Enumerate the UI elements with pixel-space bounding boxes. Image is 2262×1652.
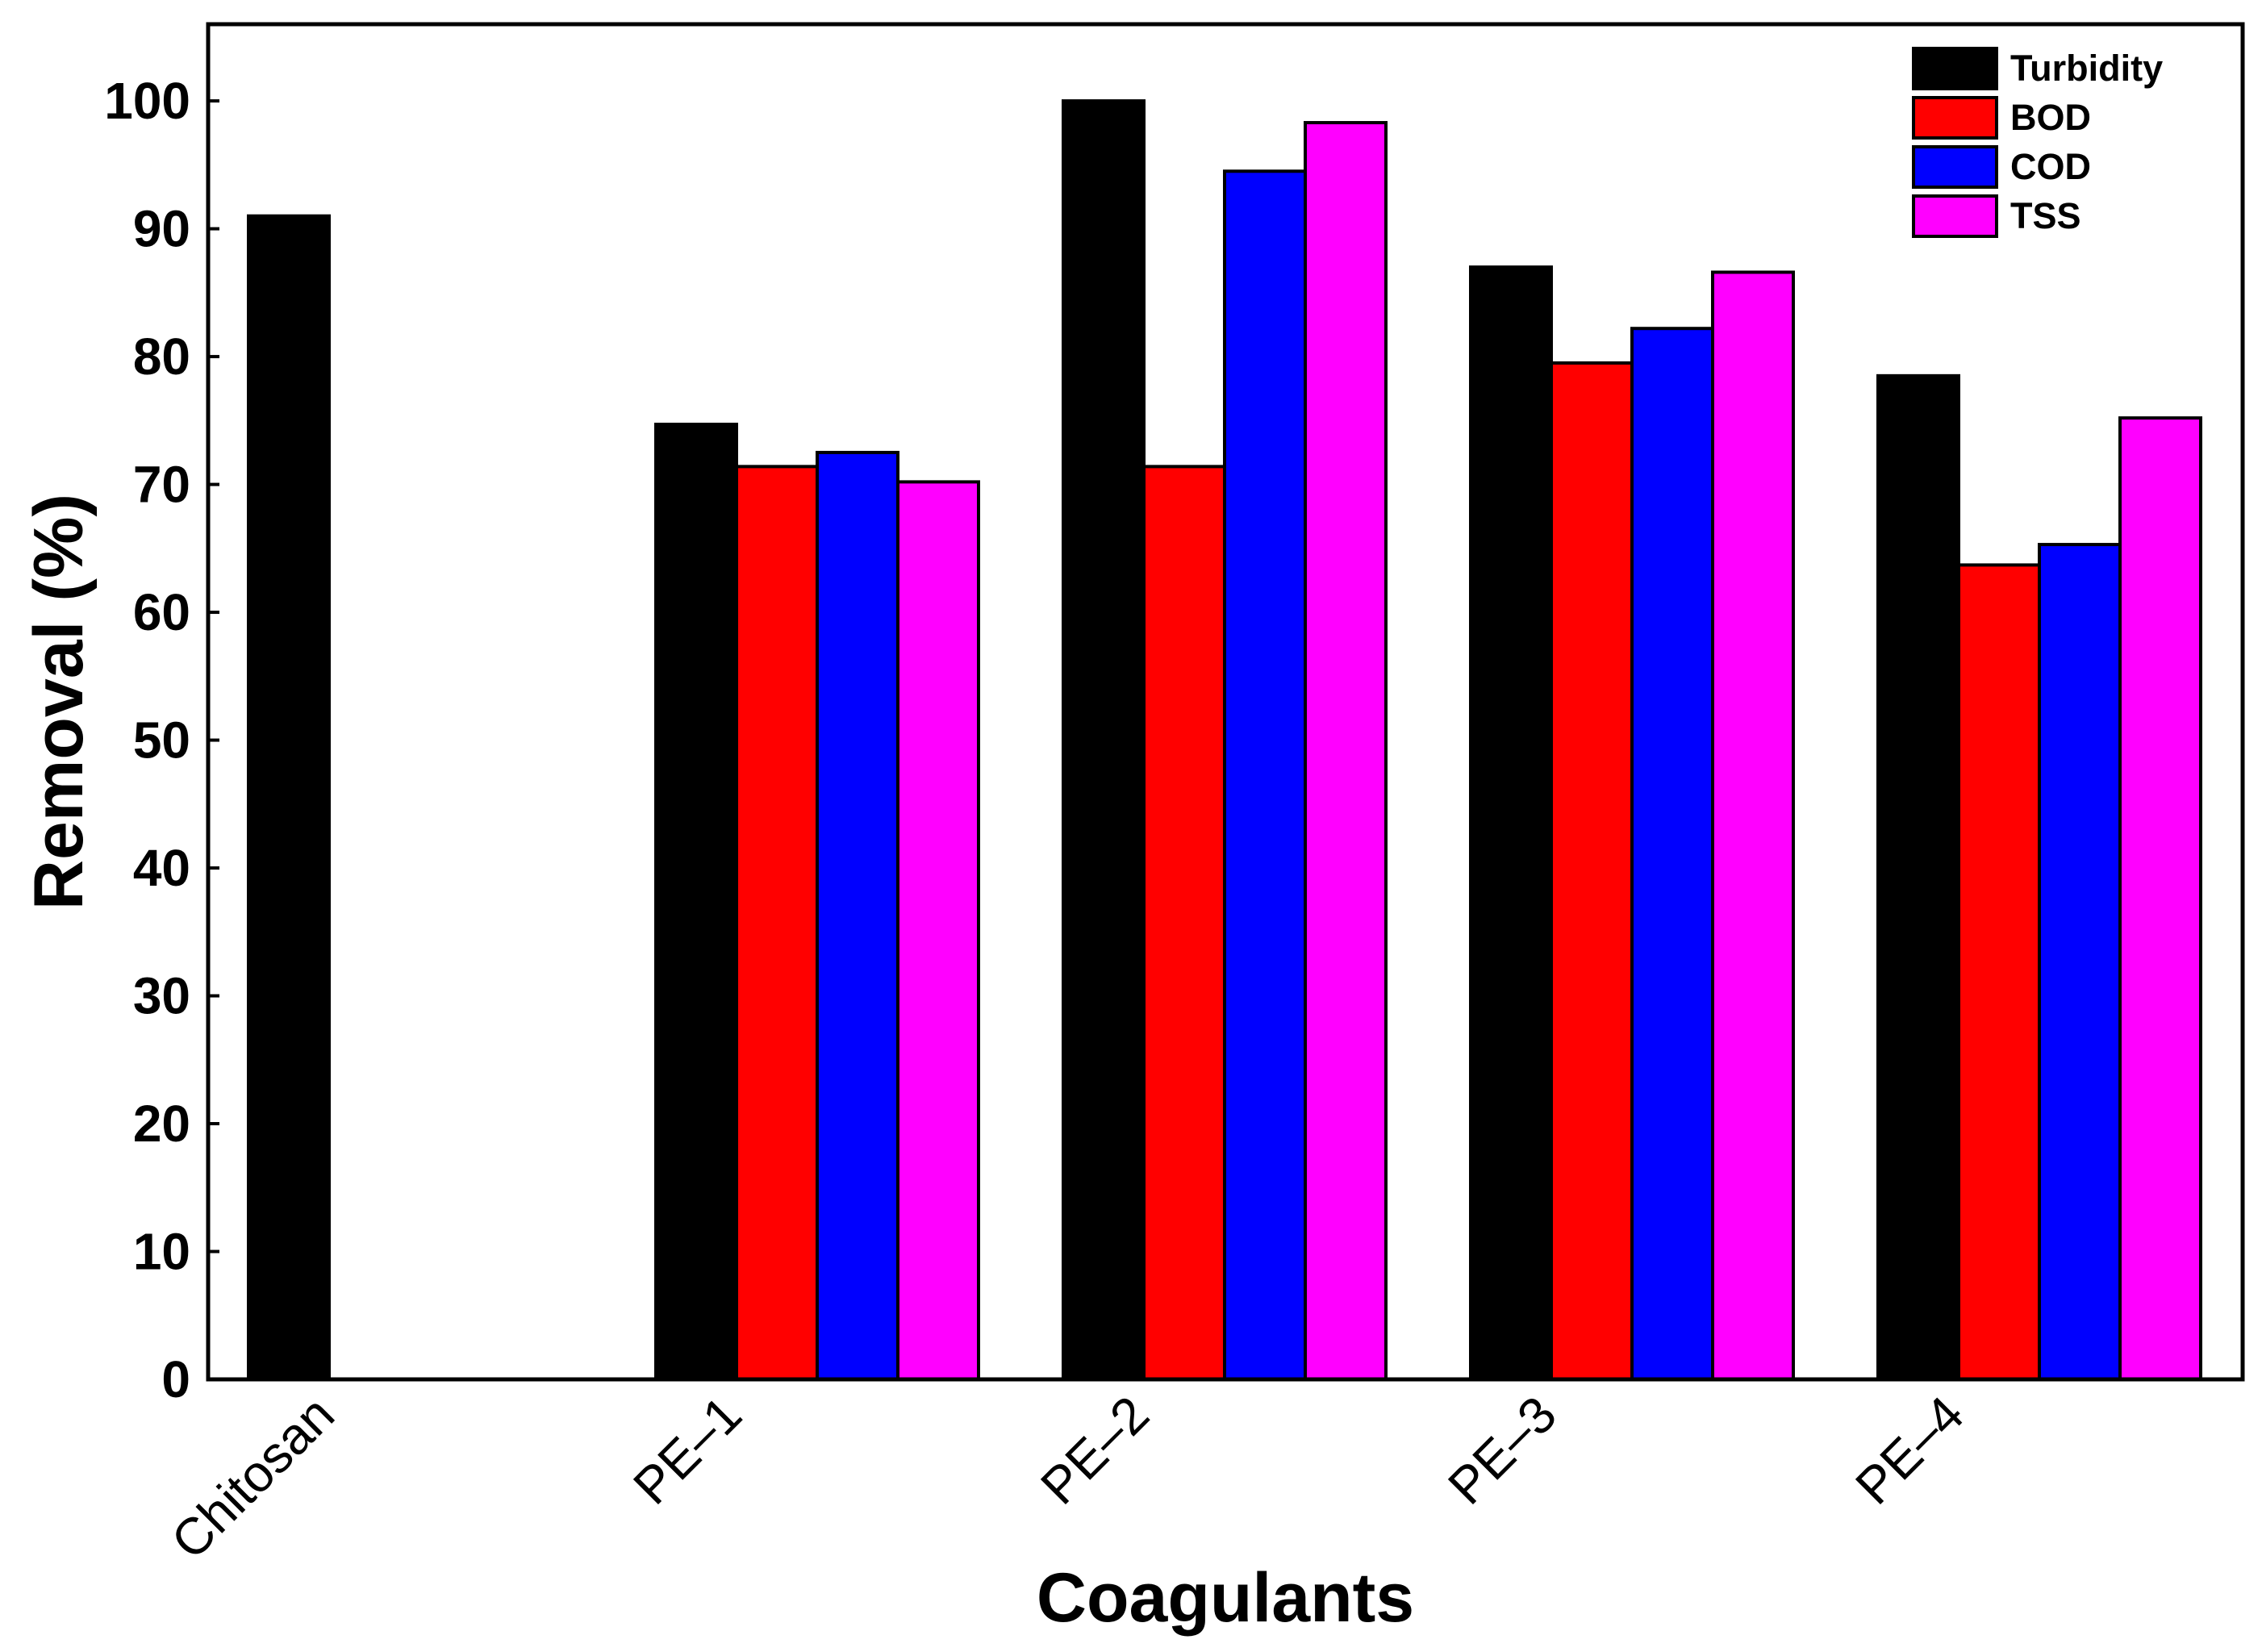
legend-label-cod: COD	[2010, 146, 2091, 187]
bar-tss-1	[896, 480, 980, 1381]
bar-turbidity-3	[1469, 265, 1553, 1381]
bar-bod-4	[1957, 563, 2041, 1381]
x-tick-label: PE–3	[1437, 1385, 1567, 1516]
bar-turbidity-4	[1876, 373, 1960, 1382]
bar-turbidity-2	[1062, 99, 1146, 1381]
bar-bod-2	[1142, 465, 1226, 1382]
legend-swatch-tss	[1912, 194, 1998, 238]
y-tick-label: 50	[133, 711, 190, 770]
y-axis: 0 10 20 30 40 50 60 70 80 90 100	[104, 72, 219, 1408]
legend-swatch-bod	[1912, 96, 1998, 140]
y-tick-label: 80	[133, 327, 190, 386]
bar-cod-3	[1630, 327, 1714, 1382]
x-axis: Chitosan PE–1 PE–2 PE–3 PE–4	[160, 1385, 1975, 1571]
y-axis-title: Removal (%)	[20, 494, 98, 910]
x-tick-label: PE–1	[622, 1385, 753, 1516]
y-tick-label: 60	[133, 583, 190, 641]
x-tick-label: PE–2	[1029, 1385, 1160, 1516]
bars-layer	[247, 99, 2202, 1382]
y-tick-label: 20	[133, 1095, 190, 1153]
bar-tss-2	[1304, 121, 1388, 1382]
y-tick-label: 0	[161, 1350, 190, 1408]
bar-cod-2	[1223, 169, 1307, 1381]
plot-frame	[206, 22, 2245, 1382]
bar-bod-1	[735, 465, 819, 1382]
legend: Turbidity BOD COD TSS	[1912, 47, 2163, 238]
bar-tss-3	[1711, 270, 1795, 1382]
bar-bod-3	[1550, 361, 1634, 1381]
legend-label-bod: BOD	[2010, 97, 2091, 138]
bar-tss-4	[2118, 416, 2202, 1381]
y-tick-label: 30	[133, 967, 190, 1025]
y-tick-label: 40	[133, 839, 190, 897]
bar-cod-1	[816, 450, 899, 1382]
x-tick-label: PE–4	[1844, 1385, 1975, 1516]
x-tick-label: Chitosan	[160, 1385, 345, 1571]
x-axis-title: Coagulants	[1037, 1559, 1414, 1637]
bar-turbidity-1	[654, 423, 738, 1382]
y-tick-label: 10	[133, 1223, 190, 1281]
legend-swatch-turbidity	[1912, 47, 1998, 90]
legend-label-tss: TSS	[2010, 195, 2081, 236]
y-tick-label: 100	[104, 72, 190, 130]
legend-swatch-cod	[1912, 145, 1998, 189]
y-tick-label: 70	[133, 456, 190, 514]
legend-label-turbidity: Turbidity	[2010, 48, 2163, 89]
y-tick-label: 90	[133, 200, 190, 258]
bar-turbidity-0	[247, 214, 331, 1381]
bar-cod-4	[2038, 543, 2122, 1381]
